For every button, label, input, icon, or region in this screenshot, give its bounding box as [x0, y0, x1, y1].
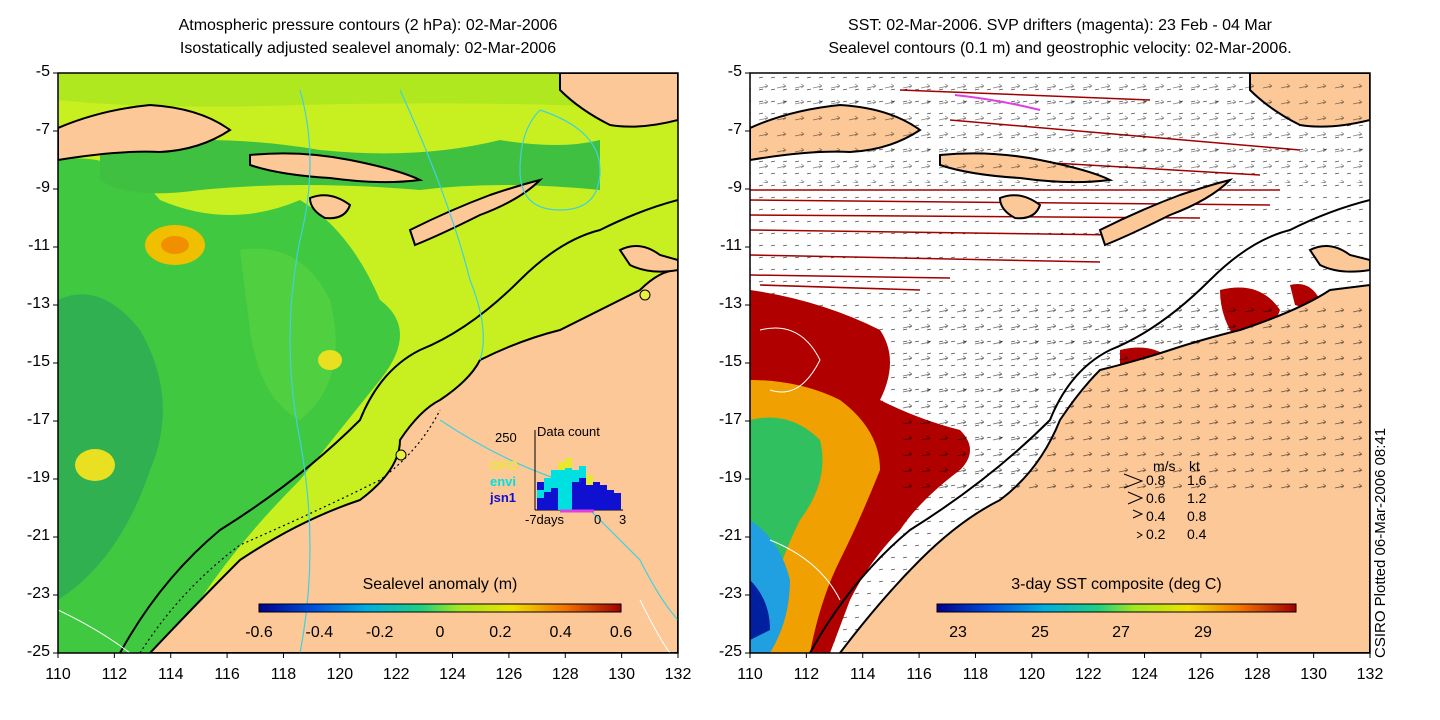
sla-tick-label: -0.6: [245, 624, 273, 641]
lat-tick-label: -9: [727, 179, 742, 196]
inset-x-label-zero: 0: [594, 512, 602, 527]
velocity-legend-header-kt: kt: [1189, 458, 1200, 474]
lon-tick-label: 128: [1243, 666, 1271, 683]
lon-tick-label: 112: [793, 666, 820, 683]
lon-tick-label: 118: [270, 666, 297, 683]
sla-tick-label: 0: [435, 624, 445, 641]
velocity-legend-kt: 1.2: [1187, 490, 1207, 506]
lon-tick-label: 120: [1018, 666, 1046, 683]
lat-tick-label: -11: [28, 237, 50, 254]
data-count-inset: [534, 430, 623, 513]
lon-tick-label: 132: [664, 666, 692, 683]
right-axis-ticks: [745, 72, 1371, 658]
lon-tick-label: 116: [906, 666, 932, 683]
inset-x-label-start: -7days: [525, 512, 565, 527]
lon-tick-label: 130: [608, 666, 635, 683]
sla-tick-label: 0.6: [609, 624, 633, 641]
velocity-legend-kt: 1.6: [1187, 472, 1207, 488]
lat-tick-label: -17: [26, 411, 50, 428]
lat-tick-label: -13: [718, 295, 742, 312]
right-map: [750, 73, 1370, 653]
lat-tick-label: -15: [718, 353, 742, 370]
velocity-legend-arrows: [1123, 473, 1144, 539]
inset-sat-gfo: GFO: [490, 458, 519, 473]
sst-tick-label: 23: [949, 624, 967, 641]
lon-tick-label: 118: [962, 666, 989, 683]
right-title-line1: SST: 02-Mar-2006. SVP drifters (magenta)…: [848, 17, 1272, 34]
lat-tick-label: -19: [718, 469, 742, 486]
lat-tick-label: -21: [718, 527, 742, 544]
lon-tick-label: 124: [1131, 666, 1158, 683]
left-axis-ticks: [53, 72, 679, 658]
lon-tick-label: 114: [157, 666, 184, 683]
lon-tick-label: 110: [45, 666, 71, 683]
lon-tick-label: 116: [214, 666, 240, 683]
sst-colorbar-title: 3-day SST composite (deg C): [1011, 576, 1222, 593]
lon-tick-label: 114: [849, 666, 876, 683]
credit-text: CSIRO Plotted 06-Mar-2006 08:41: [1372, 427, 1389, 658]
lon-tick-label: 126: [495, 666, 523, 683]
velocity-legend-ms: 0.2: [1146, 526, 1166, 542]
lat-tick-label: -5: [35, 63, 50, 80]
sla-tick-label: 0.2: [489, 624, 512, 641]
sla-colorbar: [258, 603, 622, 613]
velocity-legend-header-ms: m/s: [1153, 458, 1176, 474]
lon-tick-label: 132: [1356, 666, 1384, 683]
lat-tick-label: -9: [35, 179, 50, 196]
sla-tick-label: 0.4: [549, 624, 572, 641]
left-title-line2: Isostatically adjusted sealevel anomaly:…: [179, 40, 557, 57]
right-title-line2: Sealevel contours (0.1 m) and geostrophi…: [828, 40, 1292, 57]
lon-tick-label: 110: [737, 666, 763, 683]
inset-title: Data count: [537, 424, 600, 439]
inset-ymax: 250: [495, 430, 517, 445]
sst-tick-label: 29: [1194, 624, 1212, 641]
lon-tick-label: 122: [382, 666, 410, 683]
lat-tick-label: -21: [26, 527, 50, 544]
sst-tick-label: 27: [1112, 624, 1130, 641]
sla-colorbar-title: Sealevel anomaly (m): [362, 576, 518, 593]
left-map: [58, 73, 678, 653]
velocity-legend-ms: 0.6: [1146, 490, 1166, 506]
lat-tick-label: -11: [720, 237, 742, 254]
lon-tick-label: 122: [1074, 666, 1102, 683]
lat-tick-label: -23: [26, 585, 50, 602]
lat-tick-label: -25: [718, 643, 742, 660]
lat-tick-label: -13: [26, 295, 50, 312]
lon-tick-label: 124: [439, 666, 466, 683]
inset-sat-jsn1: jsn1: [490, 490, 517, 505]
sla-tick-label: -0.4: [305, 624, 334, 641]
sst-colorbar: [936, 603, 1297, 613]
sla-tick-label: -0.2: [365, 624, 394, 641]
lat-tick-label: -17: [718, 411, 742, 428]
lat-tick-label: -25: [26, 643, 50, 660]
lat-tick-label: -7: [35, 121, 50, 138]
lon-tick-label: 128: [551, 666, 579, 683]
velocity-legend-kt: 0.4: [1187, 526, 1207, 542]
inset-x-label-end: 3: [619, 512, 627, 527]
lon-tick-label: 126: [1187, 666, 1215, 683]
velocity-legend-kt: 0.8: [1187, 508, 1207, 524]
velocity-legend-ms: 0.8: [1146, 472, 1166, 488]
lon-tick-label: 112: [101, 666, 128, 683]
left-title-line1: Atmospheric pressure contours (2 hPa): 0…: [178, 17, 558, 34]
lat-tick-label: -7: [727, 121, 742, 138]
lat-tick-label: -15: [26, 353, 50, 370]
lon-tick-label: 120: [326, 666, 354, 683]
lat-tick-label: -19: [26, 469, 50, 486]
lat-tick-label: -5: [727, 63, 742, 80]
sst-tick-label: 25: [1031, 624, 1049, 641]
velocity-legend-ms: 0.4: [1146, 508, 1166, 524]
lon-tick-label: 130: [1300, 666, 1327, 683]
lat-tick-label: -23: [718, 585, 742, 602]
inset-sat-envi: envi: [490, 474, 517, 489]
